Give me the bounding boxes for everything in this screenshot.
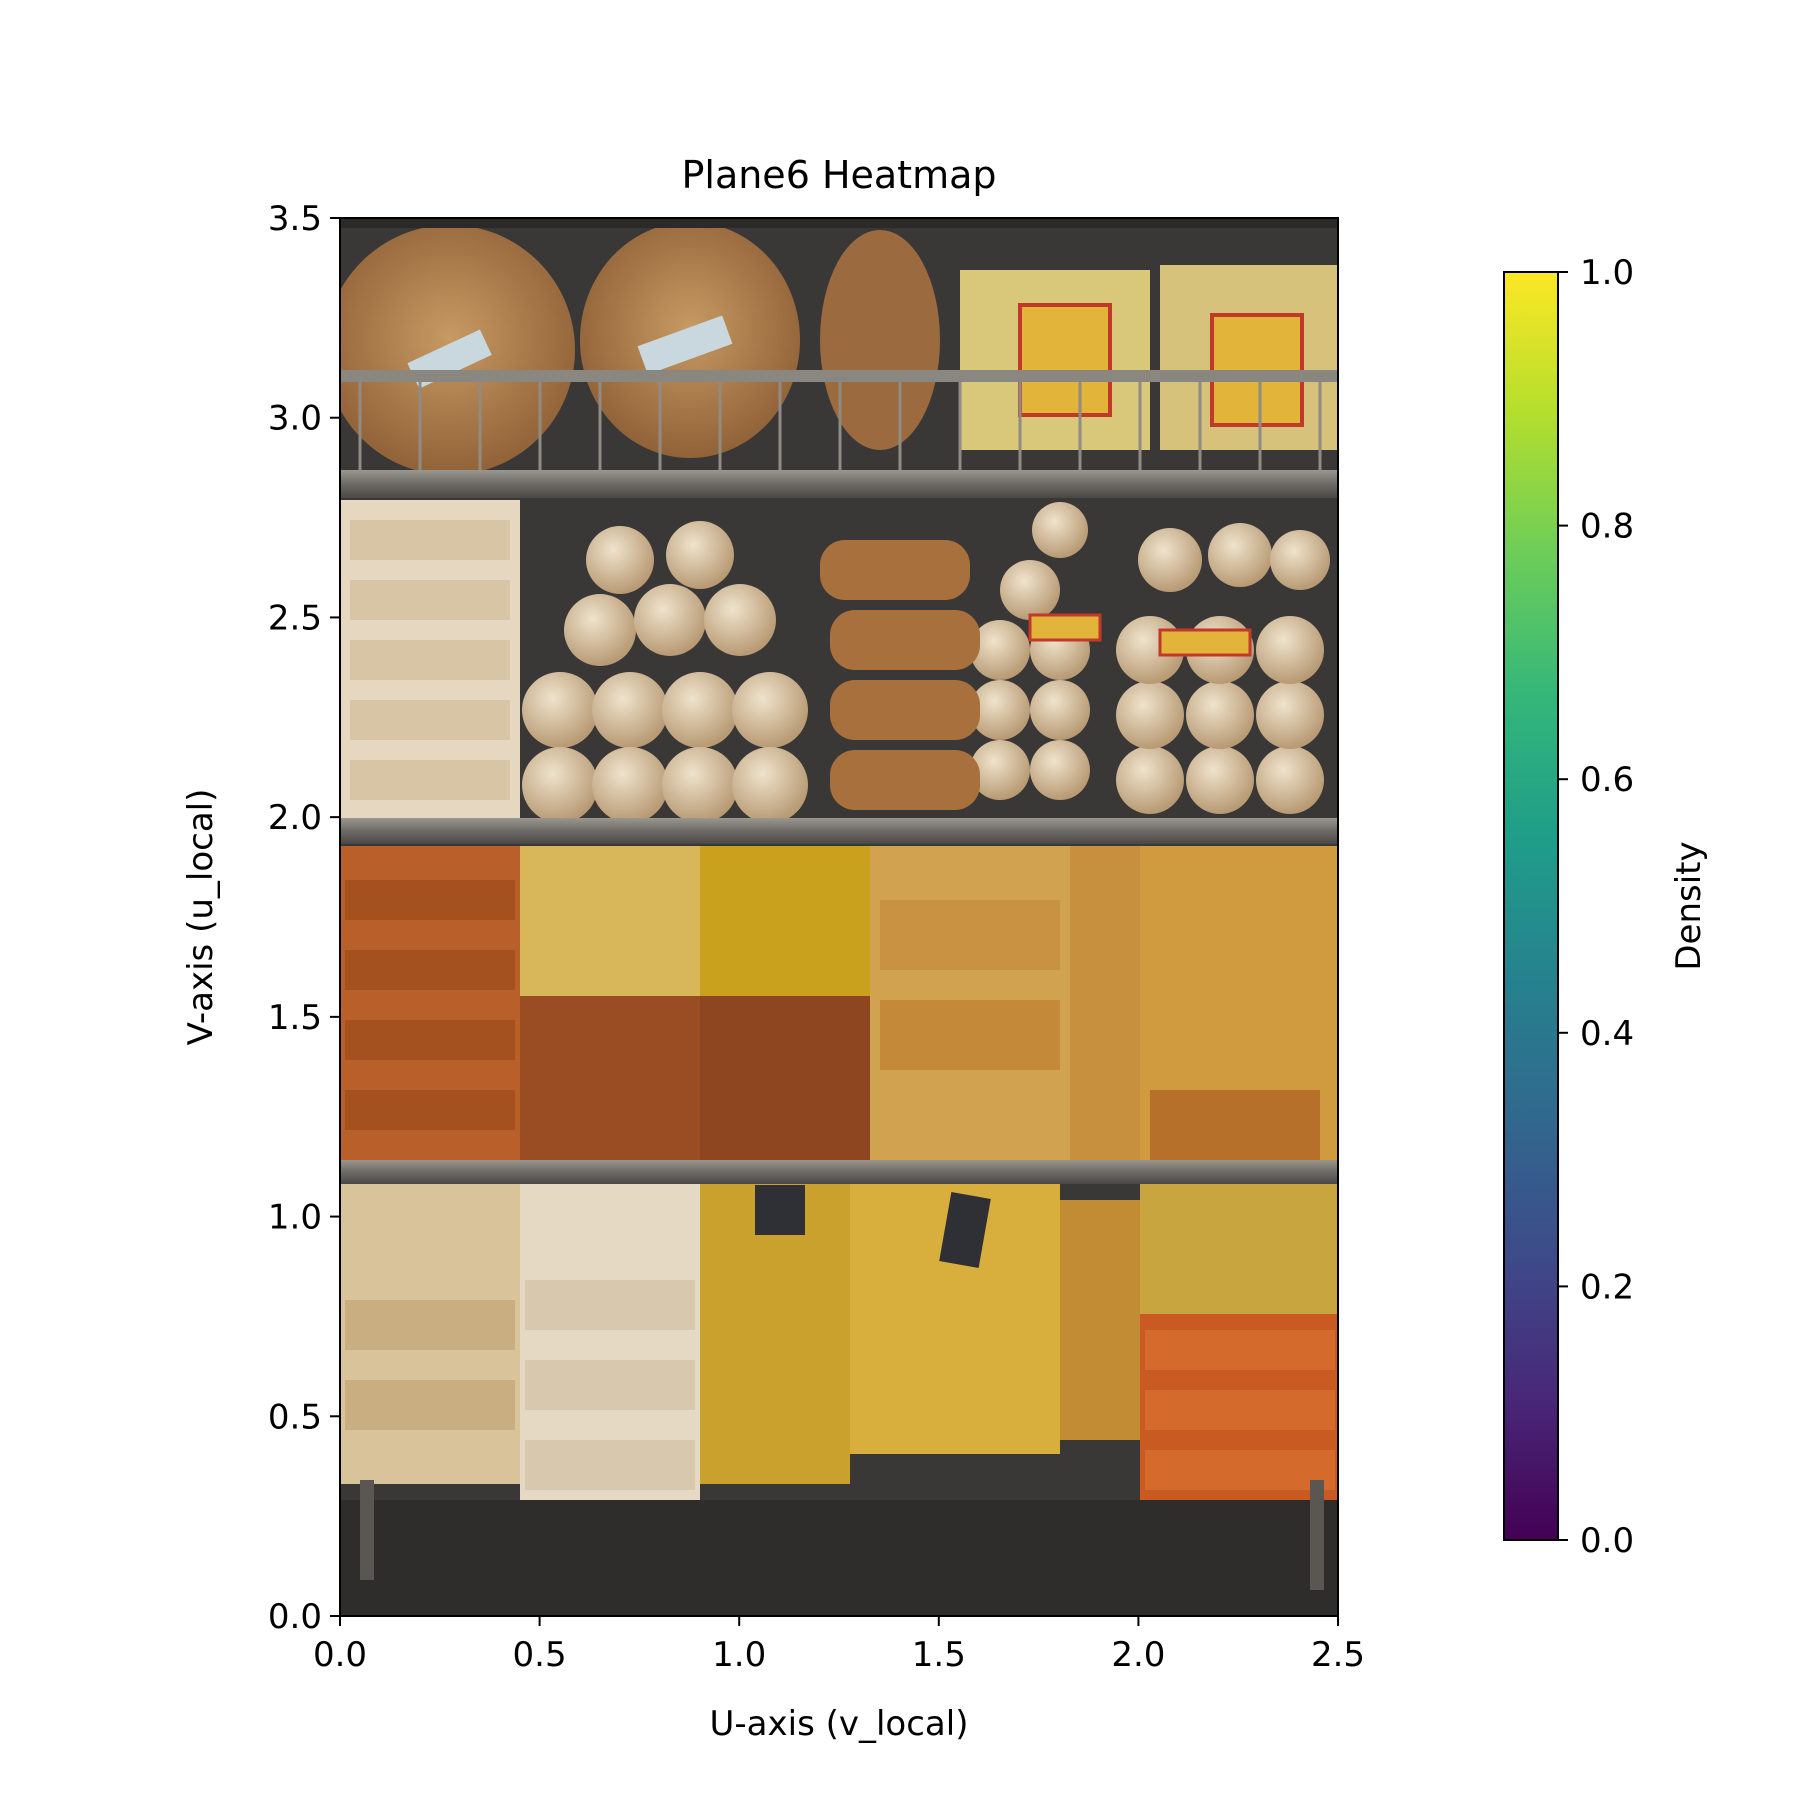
colorbar-tick-label: 0.8	[1580, 507, 1634, 547]
colorbar-tick-label: 0.2	[1580, 1267, 1634, 1307]
x-axis-ticks: 0.0 0.5 1.0 1.5 2.0 2.5	[313, 1616, 1365, 1675]
colorbar-tick-label: 0.0	[1580, 1521, 1634, 1561]
x-tick-label: 2.5	[1311, 1635, 1365, 1675]
colorbar-label: Density	[1669, 841, 1709, 970]
colorbar	[1503, 271, 1559, 1541]
colorbar-tick-label: 0.6	[1580, 760, 1634, 800]
x-tick-label: 1.5	[912, 1635, 966, 1675]
colorbar-ticks: 0.0 0.2 0.4 0.6 0.8 1.0	[1558, 253, 1634, 1561]
plot-frame	[339, 217, 1339, 1617]
y-tick-label: 2.5	[268, 598, 322, 638]
y-axis-ticks: 0.0 0.5 1.0 1.5 2.0 2.5 3.0 3.5	[268, 199, 340, 1637]
x-tick-label: 2.0	[1111, 1635, 1165, 1675]
y-tick-label: 3.0	[268, 399, 322, 439]
colorbar-tick-label: 0.4	[1580, 1014, 1634, 1054]
heatmap-image	[340, 218, 1338, 1616]
x-axis-label: U-axis (v_local)	[710, 1704, 969, 1744]
chart-title: Plane6 Heatmap	[681, 153, 996, 197]
y-tick-label: 1.5	[268, 998, 322, 1038]
y-tick-label: 0.0	[268, 1597, 322, 1637]
x-tick-label: 1.0	[712, 1635, 766, 1675]
x-tick-label: 0.5	[513, 1635, 567, 1675]
y-tick-label: 0.5	[268, 1397, 322, 1437]
y-tick-label: 3.5	[268, 199, 322, 239]
y-axis-label: V-axis (u_local)	[181, 789, 221, 1046]
x-tick-label: 0.0	[313, 1635, 367, 1675]
y-tick-label: 2.0	[268, 798, 322, 838]
colorbar-tick-label: 1.0	[1580, 253, 1634, 293]
y-tick-label: 1.0	[268, 1198, 322, 1238]
